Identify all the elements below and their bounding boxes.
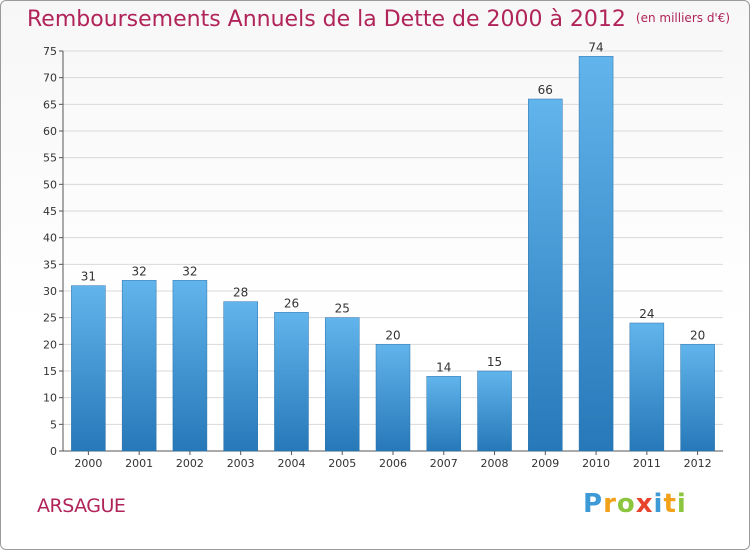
bar-2007 bbox=[426, 376, 462, 452]
x-tick-label-2003: 2003 bbox=[227, 457, 255, 470]
x-tick-label-2011: 2011 bbox=[633, 457, 661, 470]
y-tick-label: 50 bbox=[43, 178, 57, 191]
x-tick-label-2012: 2012 bbox=[684, 457, 712, 470]
value-label-2000: 31 bbox=[81, 270, 96, 284]
y-tick-label: 20 bbox=[43, 338, 57, 351]
y-tick-label: 10 bbox=[43, 392, 57, 405]
value-label-2002: 32 bbox=[182, 264, 197, 278]
y-tick-label: 25 bbox=[43, 312, 57, 325]
value-label-2004: 26 bbox=[284, 296, 299, 310]
x-tick-label-2010: 2010 bbox=[582, 457, 610, 470]
bars bbox=[71, 56, 715, 452]
y-tick-label: 75 bbox=[43, 45, 57, 58]
logo-letter: i bbox=[676, 489, 687, 519]
value-label-2006: 20 bbox=[385, 328, 400, 342]
bar-2000 bbox=[71, 285, 106, 452]
commune-name: ARSAGUE bbox=[37, 495, 126, 517]
logo-letter: x bbox=[635, 489, 654, 519]
bar-2006 bbox=[375, 344, 411, 452]
y-tick-label: 35 bbox=[43, 258, 57, 271]
labels: 31 2000 32 2001 32 2002 28 2003 26 2004 25 2005 20 20… bbox=[74, 40, 711, 470]
y-tick-label: 0 bbox=[50, 445, 57, 458]
value-label-2003: 28 bbox=[233, 286, 248, 300]
bar-2004 bbox=[274, 312, 309, 452]
value-label-2009: 66 bbox=[538, 83, 553, 97]
chart-title: Remboursements Annuels de la Dette de 20… bbox=[27, 7, 730, 32]
bar-2003 bbox=[223, 301, 258, 452]
bar-2002 bbox=[172, 280, 208, 452]
y-tick-label: 30 bbox=[43, 285, 57, 298]
value-label-2001: 32 bbox=[132, 264, 147, 278]
value-label-2008: 15 bbox=[487, 355, 502, 369]
logo-letter: o bbox=[616, 489, 636, 519]
value-label-2005: 25 bbox=[335, 302, 350, 316]
logo-letter: P bbox=[583, 489, 604, 519]
value-label-2010: 74 bbox=[588, 40, 603, 54]
y-tick-label: 5 bbox=[50, 418, 57, 431]
x-tick-label-2001: 2001 bbox=[125, 457, 153, 470]
value-label-2007: 14 bbox=[436, 360, 451, 374]
proxiti-logo: Proxiti bbox=[583, 489, 687, 519]
y-tick-label: 40 bbox=[43, 232, 57, 245]
x-tick-label-2006: 2006 bbox=[379, 457, 407, 470]
logo-letter: t bbox=[663, 489, 677, 519]
value-label-2012: 20 bbox=[690, 328, 705, 342]
logo-letter: r bbox=[603, 489, 617, 519]
y-tick-label: 60 bbox=[43, 125, 57, 138]
chart-title-text: Remboursements Annuels de la Dette de 20… bbox=[27, 7, 626, 32]
bar-2008 bbox=[477, 370, 512, 452]
y-tick-label: 65 bbox=[43, 98, 57, 111]
x-tick-label-2005: 2005 bbox=[328, 457, 356, 470]
x-tick-label-2008: 2008 bbox=[481, 457, 509, 470]
bar-2012 bbox=[680, 344, 715, 452]
x-tick-label-2007: 2007 bbox=[430, 457, 458, 470]
chart-unit: (en milliers d'€) bbox=[635, 11, 731, 25]
bar-2010 bbox=[578, 56, 614, 452]
x-tick-label-2004: 2004 bbox=[277, 457, 305, 470]
bar-2011 bbox=[629, 322, 665, 452]
x-tick-label-2000: 2000 bbox=[74, 457, 102, 470]
y-tick-label: 45 bbox=[43, 205, 57, 218]
x-tick-label-2002: 2002 bbox=[176, 457, 204, 470]
bar-2005 bbox=[324, 317, 360, 452]
y-tick-label: 55 bbox=[43, 152, 57, 165]
x-tick-label-2009: 2009 bbox=[531, 457, 559, 470]
y-tick-label: 15 bbox=[43, 365, 57, 378]
bar-2009 bbox=[528, 98, 563, 452]
logo-letter: i bbox=[653, 489, 664, 519]
value-label-2011: 24 bbox=[639, 307, 654, 321]
bar-2001 bbox=[121, 280, 157, 452]
y-tick-label: 70 bbox=[43, 72, 57, 85]
